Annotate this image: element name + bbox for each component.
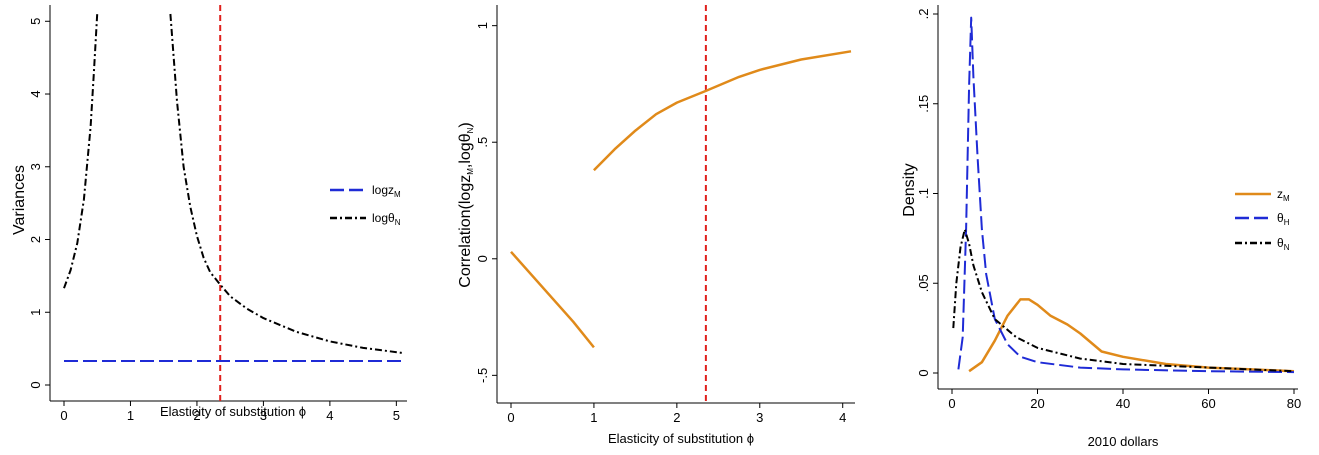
x-tick-label: 1 xyxy=(127,408,134,423)
x-tick-label: 60 xyxy=(1201,396,1215,411)
y-tick-label: 0 xyxy=(28,381,43,388)
series-line-2 xyxy=(957,16,1295,374)
y-axis-label: Variances xyxy=(11,165,28,235)
y-tick-label: 1 xyxy=(28,309,43,316)
y-tick-label: 4 xyxy=(28,90,43,97)
y-tick-label: .1 xyxy=(916,188,931,199)
x-axis-label: Elasticity of substitution ϕ xyxy=(160,404,306,419)
legend-label: θN xyxy=(1277,236,1290,252)
y-tick-label: 1 xyxy=(475,22,490,29)
x-tick-label: 0 xyxy=(507,410,514,425)
chart-panel-2: 0 1 2 3 4 -.5 0 .5 1 Elasticity of substitution ϕ… xyxy=(457,5,855,446)
y-tick-label: .15 xyxy=(916,95,931,113)
x-tick-label: 1 xyxy=(590,410,597,425)
x-tick-label: 5 xyxy=(393,408,400,423)
series-line-2 xyxy=(63,13,99,289)
x-tick-label: 40 xyxy=(1116,396,1130,411)
x-tick-label: 2 xyxy=(193,408,200,423)
y-tick-label: 5 xyxy=(28,18,43,25)
x-axis-label: 2010 dollars xyxy=(1088,434,1159,449)
chart-panel-3: 0 20 40 60 80 0 .05 .1 .15 .2 2010 dollars Density z… xyxy=(901,5,1301,449)
x-tick-label: 0 xyxy=(60,408,67,423)
y-tick-label: .05 xyxy=(916,274,931,292)
y-axis-label: Density xyxy=(901,163,918,216)
series-line-2-b xyxy=(169,13,404,354)
series-line-1 xyxy=(510,250,595,349)
chart-panel-1: 0 1 2 3 4 5 0 1 2 3 4 5 Elasticity of substitution ϕ… xyxy=(11,5,407,423)
y-tick-label: .5 xyxy=(475,137,490,148)
x-tick-label: 2 xyxy=(673,410,680,425)
x-tick-label: 20 xyxy=(1030,396,1044,411)
y-tick-label: 3 xyxy=(28,163,43,170)
x-tick-label: 80 xyxy=(1287,396,1301,411)
series-line-1-b xyxy=(593,50,852,172)
y-tick-label: 2 xyxy=(28,236,43,243)
x-tick-label: 3 xyxy=(756,410,763,425)
x-tick-label: 4 xyxy=(326,408,333,423)
x-tick-label: 0 xyxy=(948,396,955,411)
legend-label: logzM xyxy=(372,183,401,199)
series-line-3 xyxy=(952,228,1295,373)
x-tick-label: 4 xyxy=(839,410,846,425)
x-axis-label: Elasticity of substitution ϕ xyxy=(608,431,754,446)
legend-label: zM xyxy=(1277,187,1290,203)
y-axis-label: Correlation(logzM,logθN) xyxy=(457,122,475,287)
x-tick-label: 3 xyxy=(260,408,267,423)
legend-label: logθN xyxy=(372,211,401,227)
legend-label: θH xyxy=(1277,211,1290,227)
series-line-1 xyxy=(968,298,1295,373)
y-tick-label: 0 xyxy=(475,255,490,262)
y-tick-label: .2 xyxy=(916,9,931,20)
y-tick-label: -.5 xyxy=(475,368,490,383)
y-tick-label: 0 xyxy=(916,369,931,376)
